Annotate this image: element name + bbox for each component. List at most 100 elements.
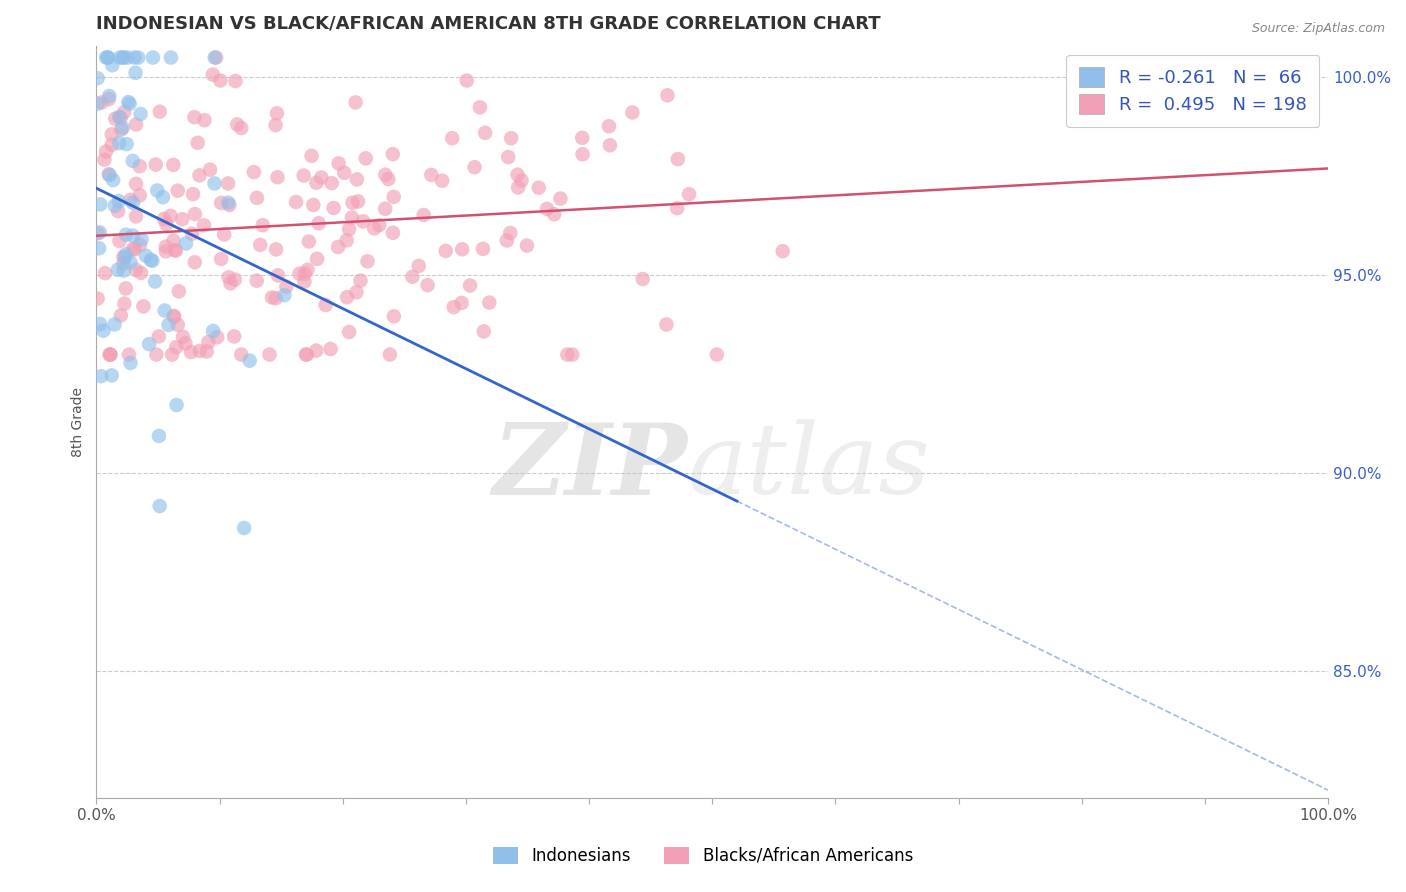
Point [224,329,246,343]
Point [124,51,146,65]
Point [181,187,204,202]
Point [368,218,391,232]
Point [107,204,129,219]
Point [264,118,287,132]
Point [516,238,538,252]
Point [122,195,145,210]
Point [98,89,121,103]
Point [125,210,148,224]
Point [184,255,207,269]
Point [162,234,184,248]
Point [363,221,385,235]
Point [188,343,211,358]
Point [195,344,218,359]
Point [260,290,283,304]
Point [443,300,465,314]
Point [188,169,211,183]
Point [163,243,186,257]
Point [146,184,169,198]
Point [86,96,108,111]
Point [285,195,308,210]
Point [121,153,143,168]
Text: ZIP: ZIP [492,418,688,516]
Point [451,242,474,256]
Point [166,184,188,198]
Point [112,105,135,120]
Point [557,347,579,361]
Point [108,136,131,150]
Point [89,317,111,331]
Point [172,330,194,344]
Point [354,152,377,166]
Point [125,263,148,277]
Point [86,292,108,306]
Point [97,51,120,65]
Point [401,269,423,284]
Point [458,278,481,293]
Point [111,120,134,135]
Point [153,211,176,226]
Point [118,347,141,361]
Point [110,309,132,323]
Point [172,212,194,227]
Point [122,242,145,256]
Point [180,345,202,359]
Point [456,73,478,87]
Point [132,299,155,313]
Point [120,356,142,370]
Point [204,51,226,65]
Point [152,190,174,204]
Point [246,191,269,205]
Point [120,193,142,207]
Point [292,169,315,183]
Point [141,253,163,268]
Point [678,187,700,202]
Point [86,71,108,86]
Point [165,340,187,354]
Point [197,334,219,349]
Point [108,51,131,65]
Point [112,296,135,310]
Point [204,177,226,191]
Point [496,150,519,164]
Point [107,262,129,277]
Point [174,336,197,351]
Point [128,188,150,202]
Point [149,499,172,513]
Point [508,180,530,194]
Point [89,226,111,240]
Point [510,173,533,187]
Point [112,250,135,264]
Point [94,145,117,159]
Point [264,243,287,257]
Point [111,51,134,65]
Point [328,156,350,170]
Point [202,324,225,338]
Text: Source: ZipAtlas.com: Source: ZipAtlas.com [1251,22,1385,36]
Point [420,168,443,182]
Point [94,266,117,280]
Point [100,137,122,152]
Point [145,158,167,172]
Point [326,240,349,254]
Point [305,343,328,358]
Point [218,198,240,212]
Point [666,201,689,215]
Point [104,199,127,213]
Point [108,110,131,124]
Point [155,244,177,259]
Point [142,51,165,65]
Point [90,95,112,110]
Point [315,298,337,312]
Point [666,152,689,166]
Point [305,176,328,190]
Point [145,347,167,361]
Point [110,122,132,136]
Point [311,170,333,185]
Point [337,222,360,236]
Point [224,74,246,88]
Point [98,347,121,361]
Point [97,92,120,106]
Point [308,216,330,230]
Point [441,131,464,145]
